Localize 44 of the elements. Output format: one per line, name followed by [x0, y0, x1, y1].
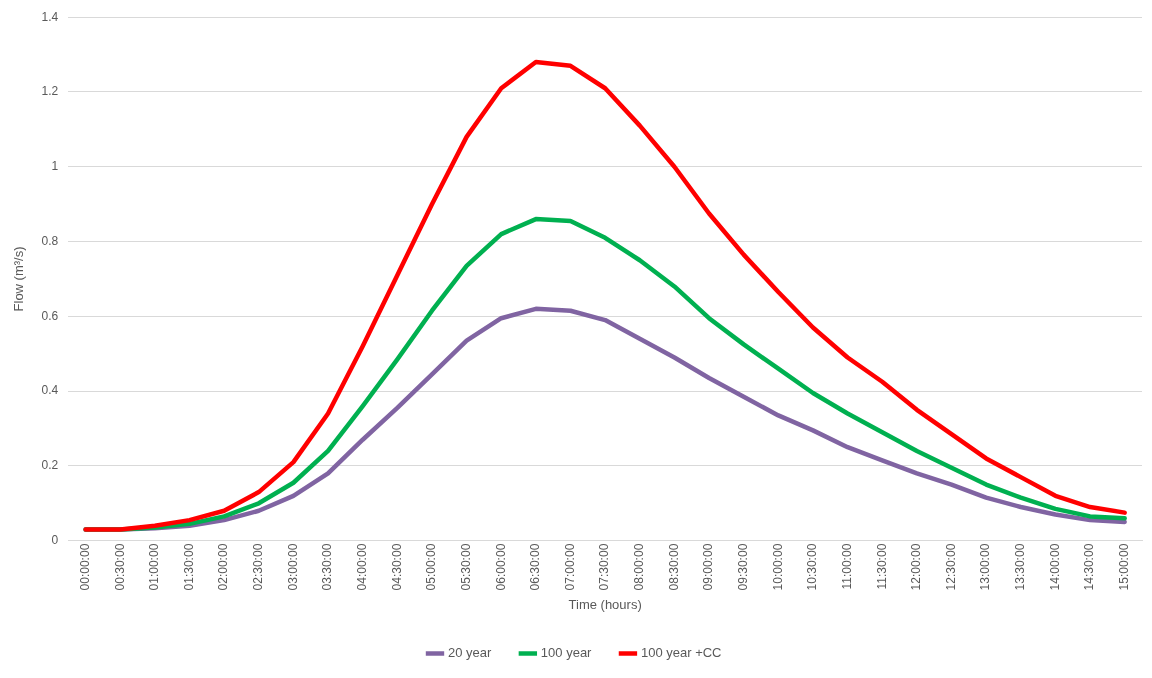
legend-label: 100 year +CC	[640, 645, 722, 661]
x-tick-label: 14:30:00	[1082, 543, 1097, 591]
legend-label: 20 year	[447, 645, 493, 661]
x-tick-label: 10:30:00	[805, 543, 820, 591]
x-tick-label: 02:00:00	[216, 543, 231, 591]
x-tick-label: 08:00:00	[632, 543, 647, 591]
x-tick-label: 09:00:00	[701, 543, 716, 591]
y-tick-label: 0.2	[41, 458, 59, 473]
y-tick-label: 0.4	[41, 383, 59, 398]
x-tick-label: 03:30:00	[320, 543, 335, 591]
x-tick-label: 10:00:00	[770, 543, 785, 591]
x-tick-label: 03:00:00	[285, 543, 300, 591]
x-tick-label: 11:30:00	[874, 543, 889, 590]
x-tick-label: 05:30:00	[458, 543, 473, 591]
x-tick-label: 09:30:00	[736, 543, 750, 591]
y-tick-label: 1	[51, 159, 59, 174]
x-tick-label: 02:30:00	[251, 543, 266, 591]
x-tick-label: 13:30:00	[1013, 543, 1028, 591]
x-axis-title: Time (hours)	[568, 596, 642, 612]
x-tick-label: 12:00:00	[909, 543, 924, 591]
y-tick-label: 0	[51, 533, 59, 547]
x-tick-label: 08:30:00	[666, 543, 681, 591]
y-tick-label: 1.2	[41, 84, 59, 99]
x-tick-label: 01:00:00	[147, 543, 162, 591]
x-tick-label: 04:00:00	[355, 543, 369, 591]
x-tick-label: 01:30:00	[181, 543, 196, 591]
legend-label: 100 year	[540, 645, 593, 661]
y-tick-label: 0.6	[41, 308, 59, 323]
x-tick-label: 04:30:00	[389, 543, 404, 591]
x-tick-label: 00:30:00	[112, 543, 127, 591]
x-tick-label: 06:00:00	[493, 543, 508, 591]
x-tick-label: 13:00:00	[978, 543, 993, 591]
x-tick-label: 15:00:00	[1116, 543, 1131, 591]
x-tick-label: 07:30:00	[597, 543, 612, 591]
x-tick-label: 11:00:00	[839, 543, 854, 590]
y-axis-title: Flow (m³/s)	[11, 246, 27, 312]
x-tick-label: 12:30:00	[943, 543, 958, 591]
x-tick-label: 05:00:00	[424, 543, 439, 591]
x-tick-label: 07:00:00	[562, 543, 577, 591]
y-tick-label: 0.8	[41, 233, 59, 248]
x-tick-label: 00:00:00	[77, 543, 92, 591]
x-tick-label: 06:30:00	[528, 543, 543, 591]
x-tick-label: 14:00:00	[1047, 543, 1062, 591]
y-tick-label: 1.4	[41, 9, 59, 24]
